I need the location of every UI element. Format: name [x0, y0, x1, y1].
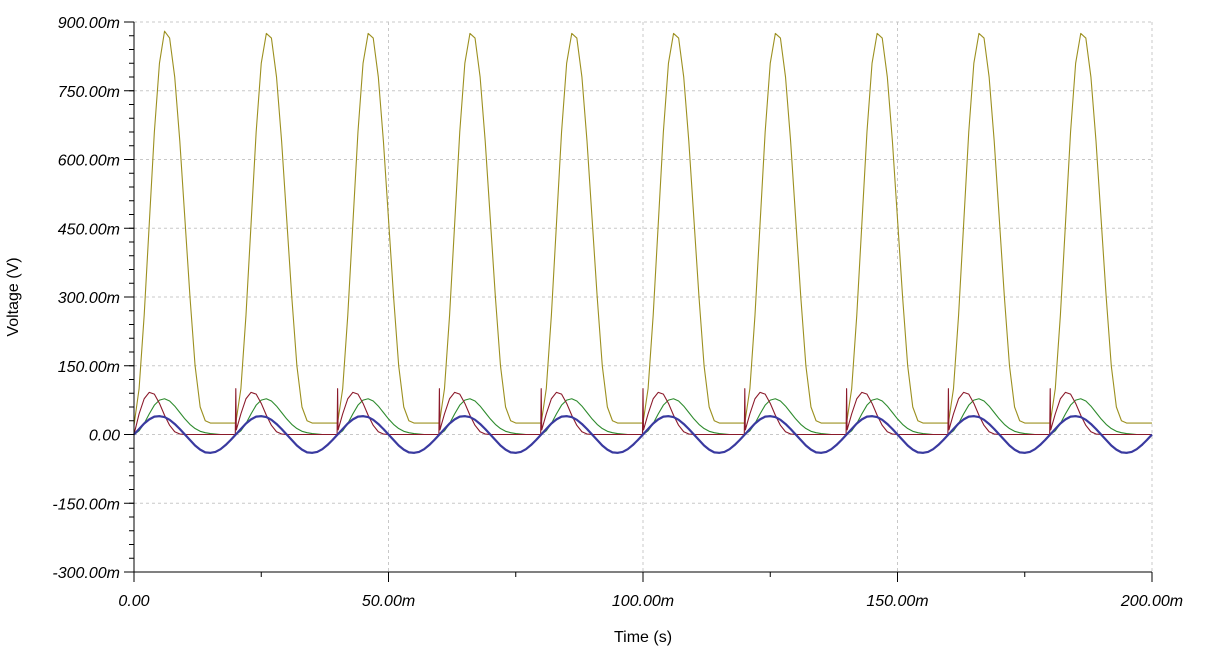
- y-tick-label: 300.00m: [58, 290, 120, 307]
- series-group: [133, 30, 1153, 454]
- x-tick-label: 200.00m: [1120, 593, 1183, 610]
- grid: [134, 21, 1153, 572]
- y-tick-labels: 900.00m 750.00m 600.00m 450.00m 300.00m 150.0…: [52, 15, 120, 582]
- y-tick-label: 750.00m: [58, 84, 120, 101]
- axes: [124, 21, 1153, 582]
- y-tick-label: 900.00m: [58, 15, 120, 32]
- y-tick-label: -150.00m: [52, 496, 120, 513]
- y-tick-label: -300.00m: [52, 565, 120, 582]
- y-axis-label: Voltage (V): [5, 257, 22, 336]
- y-tick-label: 150.00m: [58, 359, 120, 376]
- series-line-half-wave-rectified: [133, 388, 1152, 436]
- x-tick-label: 150.00m: [866, 593, 928, 610]
- x-axis-label: Time (s): [614, 629, 672, 646]
- y-tick-label: 450.00m: [58, 221, 120, 238]
- y-tick-label: 600.00m: [58, 153, 120, 170]
- x-tick-label: 100.00m: [612, 593, 674, 610]
- series-line-input-sine: [133, 415, 1153, 454]
- y-tick-label: 0.00: [89, 428, 120, 445]
- x-tick-labels: 0.00 50.00m 100.00m 150.00m 200.00m: [118, 593, 1183, 610]
- x-tick-label: 0.00: [118, 593, 149, 610]
- x-tick-label: 50.00m: [362, 593, 415, 610]
